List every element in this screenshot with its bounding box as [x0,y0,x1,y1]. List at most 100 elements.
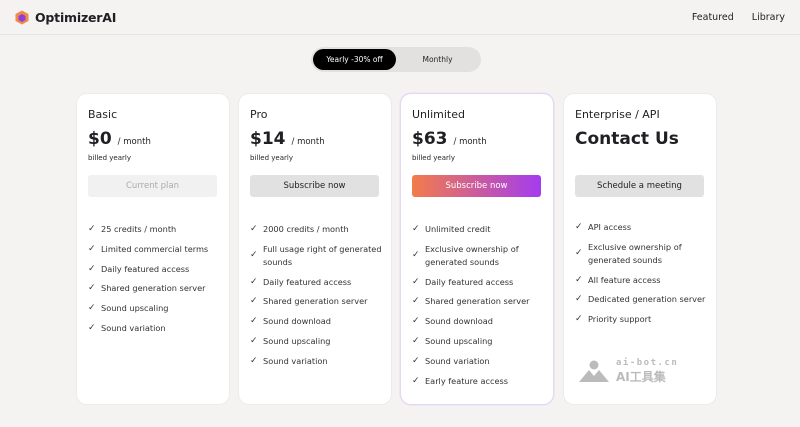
feature-text: Priority support [588,314,652,325]
feature-text: Sound upscaling [101,303,169,314]
plan-name: Basic [88,108,118,121]
schedule-meeting-button[interactable]: Schedule a meeting [575,175,704,197]
check-icon: ✓ [575,314,583,325]
plan-card-unlimited: Unlimited $63 / month billed yearly Subsc… [401,94,553,404]
nav-library[interactable]: Library [751,11,785,23]
billing-note: billed yearly [412,154,455,162]
feature-text: Full usage right of generated sounds [263,243,382,267]
feature-item: ✓ Daily featured access [88,263,221,276]
billing-toggle[interactable]: Yearly -30% off Monthly [311,47,481,72]
feature-list: ✓ Unlimited credit ✓ Exclusive ownership of… [412,223,545,394]
feature-item: ✓ Sound variation [250,355,383,368]
feature-item: ✓ All feature access [575,274,708,287]
cube-logo-icon [15,10,29,24]
feature-text: Shared generation server [101,283,206,294]
feature-text: Limited commercial terms [101,243,209,254]
feature-item: ✓ Sound upscaling [412,335,545,348]
feature-item: ✓ Sound variation [88,322,221,335]
check-icon: ✓ [88,303,96,314]
check-icon: ✓ [250,296,258,307]
feature-text: Daily featured access [263,276,352,287]
billing-note: billed yearly [88,154,131,162]
price-unit: / month [117,137,151,147]
check-icon: ✓ [412,224,420,234]
check-icon: ✓ [250,224,258,234]
check-icon: ✓ [575,222,583,232]
check-icon: ✓ [412,296,420,307]
check-icon: ✓ [88,224,96,234]
watermark-domain: ai-bot.cn [616,358,679,368]
feature-text: Sound variation [425,355,490,366]
price-unit: / month [291,137,325,147]
nav-featured[interactable]: Featured [691,11,734,23]
plan-name: Unlimited [412,108,465,121]
feature-item: ✓ Priority support [575,313,708,326]
feature-item: ✓ Exclusive ownership of generated sounds [575,241,708,267]
feature-text: Shared generation server [425,296,530,307]
price-unit: / month [453,137,487,147]
check-icon: ✓ [412,250,420,261]
plan-price: $14 [250,129,286,149]
feature-text: API access [588,222,632,232]
feature-item: ✓ Unlimited credit [412,223,545,236]
feature-list: ✓ API access ✓ Exclusive ownership of gener… [575,221,708,333]
plan-card-enterprise: Enterprise / API Contact Us Schedule a m… [564,94,716,404]
feature-text: Dedicated generation server [588,294,706,305]
feature-text: Sound upscaling [263,335,331,346]
check-icon: ✓ [250,316,258,327]
feature-text: Sound download [425,316,493,327]
feature-text: 25 credits / month [101,224,177,234]
subscribe-unlimited-button[interactable]: Subscribe now [412,175,541,197]
feature-text: Exclusive ownership of generated sounds [425,243,519,267]
top-bar: OptimizerAI Featured Library [0,0,800,35]
check-icon: ✓ [250,276,258,287]
feature-text: Daily featured access [101,263,190,274]
feature-item: ✓ Daily featured access [250,276,383,289]
feature-item: ✓ Full usage right of generated sounds [250,243,383,269]
watermark: ai-bot.cn AI工具集 [577,358,678,385]
check-icon: ✓ [575,274,583,285]
check-icon: ✓ [88,283,96,294]
feature-item: ✓ Early feature access [412,375,545,388]
feature-item: ✓ Shared generation server [412,295,545,308]
toggle-monthly[interactable]: Monthly [422,55,453,64]
check-icon: ✓ [412,355,420,366]
plan-price: $63 [412,129,448,149]
feature-item: ✓ Exclusive ownership of generated sounds [412,243,545,269]
feature-text: 2000 credits / month [263,224,349,234]
plan-name: Enterprise / API [575,108,660,121]
feature-item: ✓ Sound upscaling [250,335,383,348]
check-icon: ✓ [575,248,583,259]
feature-item: ✓ Sound upscaling [88,302,221,315]
check-icon: ✓ [412,316,420,327]
feature-item: ✓ Limited commercial terms [88,243,221,256]
feature-item: ✓ 25 credits / month [88,223,221,236]
feature-item: ✓ API access [575,221,708,234]
contact-us-heading: Contact Us [575,129,679,149]
toggle-yearly[interactable]: Yearly -30% off [313,49,396,70]
feature-item: ✓ Dedicated generation server [575,293,708,306]
check-icon: ✓ [250,335,258,346]
current-plan-button[interactable]: Current plan [88,175,217,197]
feature-text: Sound download [263,316,331,327]
feature-text: Unlimited credit [425,224,491,234]
brand-logo[interactable]: OptimizerAI [15,10,116,25]
feature-text: Shared generation server [263,296,368,307]
feature-item: ✓ Daily featured access [412,276,545,289]
billing-note: billed yearly [250,154,293,162]
subscribe-pro-button[interactable]: Subscribe now [250,175,379,197]
feature-text: Sound variation [263,355,328,366]
check-icon: ✓ [88,322,96,333]
check-icon: ✓ [412,335,420,346]
feature-text: Sound upscaling [425,335,493,346]
plan-name: Pro [250,108,268,121]
feature-text: All feature access [588,274,661,285]
feature-item: ✓ Shared generation server [88,282,221,295]
feature-item: ✓ Sound download [250,315,383,328]
check-icon: ✓ [88,263,96,274]
plan-card-pro: Pro $14 / month billed yearly Subscribe n… [239,94,391,404]
check-icon: ✓ [88,243,96,254]
plan-card-basic: Basic $0 / month billed yearly Current pl… [77,94,229,404]
check-icon: ✓ [250,250,258,261]
feature-text: Exclusive ownership of generated sounds [588,241,682,265]
